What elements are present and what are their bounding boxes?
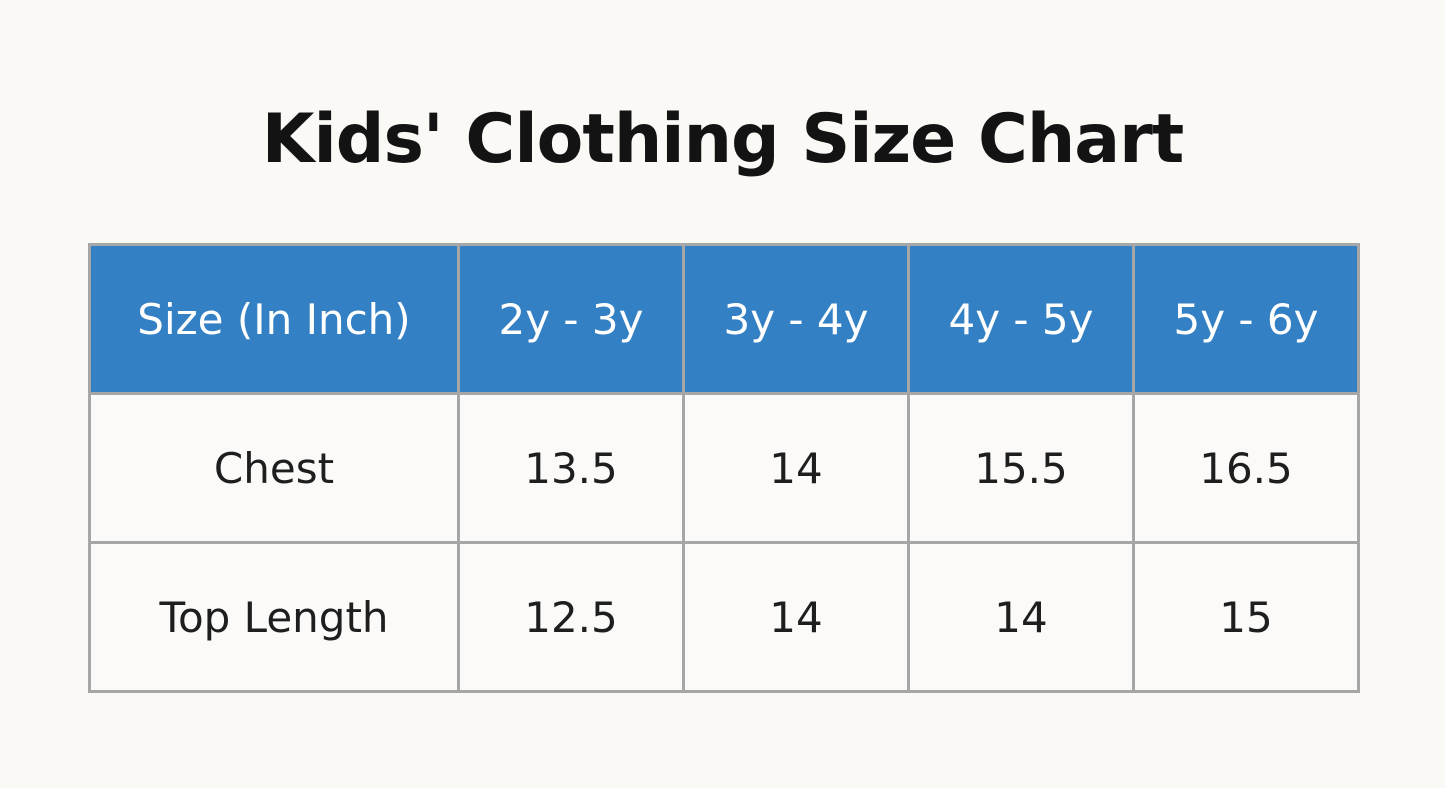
row-label-chest: Chest <box>88 392 460 544</box>
header-cell-size-label: Size (In Inch) <box>88 243 460 395</box>
header-cell-5y-6y: 5y - 6y <box>1132 243 1360 395</box>
data-cell: 14 <box>682 392 910 544</box>
data-cell: 12.5 <box>457 541 685 693</box>
data-cell: 14 <box>907 541 1135 693</box>
data-cell: 15.5 <box>907 392 1135 544</box>
data-cell: 15 <box>1132 541 1360 693</box>
table-row-top-length: Top Length 12.5 14 14 15 <box>88 541 1360 693</box>
data-cell: 16.5 <box>1132 392 1360 544</box>
header-cell-2y-3y: 2y - 3y <box>457 243 685 395</box>
data-cell: 13.5 <box>457 392 685 544</box>
header-cell-3y-4y: 3y - 4y <box>682 243 910 395</box>
data-cell: 14 <box>682 541 910 693</box>
row-label-top-length: Top Length <box>88 541 460 693</box>
size-chart-table: Size (In Inch) 2y - 3y 3y - 4y 4y - 5y 5… <box>88 243 1360 693</box>
page-title: Kids' Clothing Size Chart <box>261 100 1184 179</box>
table-row-chest: Chest 13.5 14 15.5 16.5 <box>88 392 1360 544</box>
table-header-row: Size (In Inch) 2y - 3y 3y - 4y 4y - 5y 5… <box>88 243 1360 395</box>
header-cell-4y-5y: 4y - 5y <box>907 243 1135 395</box>
